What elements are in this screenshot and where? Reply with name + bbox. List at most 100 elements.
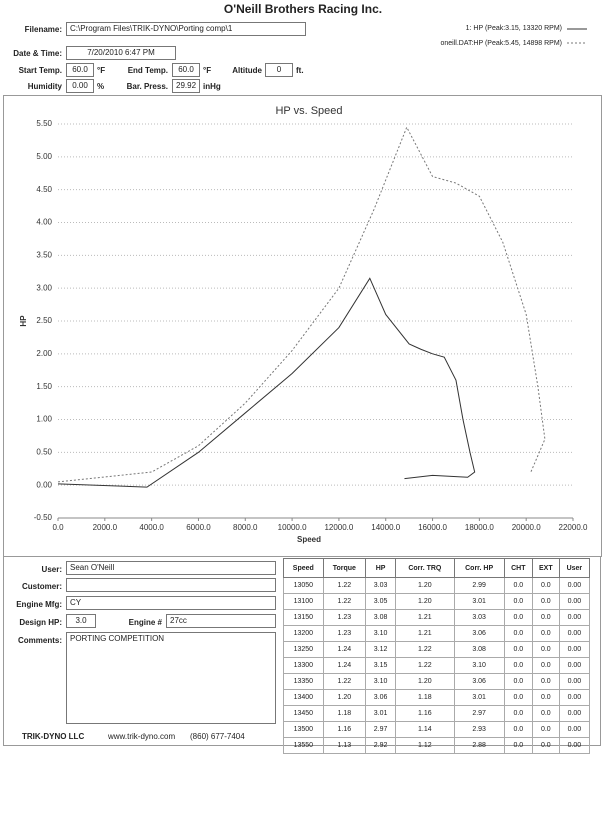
column-header: Torque [322,558,367,578]
table-cell: 0.0 [503,689,533,706]
legend-entry: oneill.DAT:HP (Peak:5.45, 14898 RPM) [440,40,562,47]
x-tick-label: 12000.0 [324,523,353,532]
table-row: 13150 1.23 3.08 1.21 3.03 0.0 0.0 0.00 [283,609,591,626]
field-value: Sean O'Neill [66,561,276,575]
y-tick-label: 4.50 [36,185,52,194]
field-label: Comments: [17,636,62,645]
x-tick-label: 16000.0 [418,523,447,532]
column-header: Corr. TRQ [395,558,455,578]
x-tick-label: 8000.0 [233,523,258,532]
table-cell: 2.92 [365,737,397,754]
x-tick-label: 0.0 [52,523,64,532]
table-cell: 3.01 [365,705,397,722]
field-label: User: [41,565,62,574]
table-cell: 0.00 [558,657,591,674]
field-label: End Temp. [127,66,168,75]
field-value: CY [66,596,276,610]
table-cell: 3.08 [365,609,397,626]
table-cell: 1.20 [395,593,455,610]
table-cell: 13050 [283,577,324,594]
field-unit: °F [97,66,106,75]
table-cell: 13200 [283,625,324,642]
legend-entry: 1: HP (Peak:3.15, 13320 RPM) [465,25,562,32]
x-tick-label: 2000.0 [93,523,118,532]
y-tick-label: 5.00 [36,152,52,161]
y-tick-label: 2.00 [36,349,52,358]
table-cell: 3.01 [453,689,505,706]
table-cell: 1.18 [322,705,367,722]
field-value: 60.0 [66,63,94,77]
table-cell: 13400 [283,689,324,706]
table-cell: 3.10 [453,657,505,674]
column-header: Corr. HP [453,558,505,578]
field-label: Design HP: [19,618,62,627]
table-cell: 0.0 [531,737,560,754]
column-header: CHT [503,558,533,578]
table-row: 13250 1.24 3.12 1.22 3.08 0.0 0.0 0.00 [283,641,591,658]
column-header: User [558,558,591,578]
table-cell: 1.20 [395,673,455,690]
report-title: O'Neill Brothers Racing Inc. [223,2,383,16]
chart-title: HP vs. Speed [275,105,342,117]
table-cell: 0.00 [558,625,591,642]
table-cell: 1.21 [395,609,455,626]
hp-line [57,126,546,483]
table-cell: 2.93 [453,721,505,738]
table-cell: 1.21 [395,625,455,642]
table-cell: 0.0 [531,657,560,674]
table-cell: 2.97 [453,705,505,722]
table-cell: 0.0 [503,625,533,642]
table-cell: 0.0 [503,721,533,738]
table-cell: 13150 [283,609,324,626]
field-value: 60.0 [172,63,200,77]
x-tick-label: 18000.0 [465,523,494,532]
y-tick-label: -0.50 [34,513,53,522]
x-tick-label: 10000.0 [278,523,307,532]
x-tick-label: 14000.0 [371,523,400,532]
field-unit: % [97,82,105,91]
chart: HP vs. Speed Speed HP -0.50 0.00 0.50 1.00 1… [3,95,602,557]
table-cell: 1.20 [322,689,367,706]
y-tick-label: 5.50 [36,119,52,128]
field-label: Altitude [232,66,262,75]
header-row: Speed Torque HP Corr. TRQ Corr. HP CHT EXT User [283,558,591,578]
table-cell: 1.22 [322,593,367,610]
footer-company: TRIK-DYNO LLC [22,732,85,741]
table-cell: 0.00 [558,721,591,738]
table-row: 13100 1.22 3.05 1.20 3.01 0.0 0.0 0.00 [283,593,591,610]
table-cell: 2.99 [453,577,505,594]
table-cell: 0.00 [558,577,591,594]
field-value: 3.0 [66,614,96,628]
table-cell: 0.0 [531,673,560,690]
table-cell: 13100 [283,593,324,610]
table-cell: 3.06 [453,625,505,642]
table-cell: 0.0 [531,641,560,658]
y-tick-label: 0.00 [36,480,52,489]
table-cell: 1.23 [322,609,367,626]
table-row: 13400 1.20 3.06 1.18 3.01 0.0 0.0 0.00 [283,689,591,706]
table-cell: 0.0 [531,609,560,626]
column-header: Speed [283,558,324,578]
x-tick-label: 4000.0 [139,523,164,532]
field-value: 29.92 [172,79,200,93]
field-label: Humidity [27,82,62,91]
table-cell: 0.00 [558,593,591,610]
table-cell: 3.08 [453,641,505,658]
y-tick-label: 1.50 [36,382,52,391]
table-cell: 1.16 [322,721,367,738]
table-cell: 1.22 [395,641,455,658]
table-cell: 3.10 [365,625,397,642]
table-cell: 0.0 [531,721,560,738]
field-label: Filename: [24,25,62,34]
footer-phone: (860) 677-7404 [190,732,245,741]
field-label: Start Temp. [18,66,62,75]
table-cell: 0.0 [503,577,533,594]
table-cell: 0.0 [531,625,560,642]
field-unit: inHg [203,82,221,91]
table-cell: 1.16 [395,705,455,722]
table-cell: 0.0 [531,705,560,722]
table-row: 13300 1.24 3.15 1.22 3.10 0.0 0.0 0.00 [283,657,591,674]
table-cell: 1.24 [322,657,367,674]
table-row: 13050 1.22 3.03 1.20 2.99 0.0 0.0 0.00 [283,577,591,594]
table-cell: 13350 [283,673,324,690]
